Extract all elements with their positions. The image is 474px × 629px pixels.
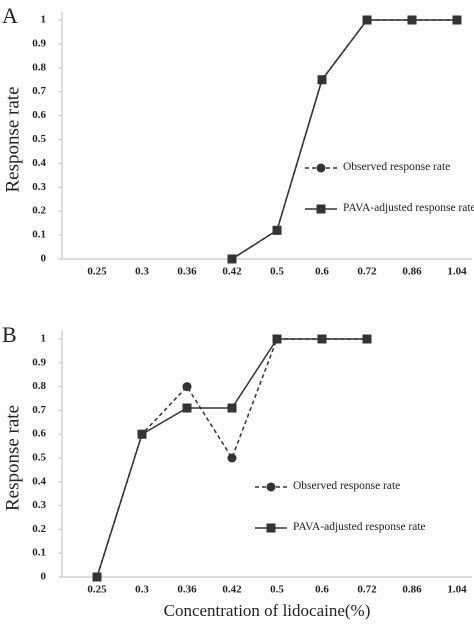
y-tick-label: 0.8 xyxy=(32,380,46,392)
y-tick-label: 0.1 xyxy=(32,229,46,241)
point xyxy=(227,403,237,413)
y-axis-label: Response rate xyxy=(2,86,23,192)
legend-marker xyxy=(316,204,326,214)
point xyxy=(452,15,462,25)
x-tick-label: 0.3 xyxy=(135,266,149,278)
point xyxy=(272,225,282,235)
x-tick-label: 0.6 xyxy=(315,584,329,596)
x-tick-label: 0.36 xyxy=(177,584,197,596)
x-tick-label: 0.6 xyxy=(315,266,329,278)
y-tick-label: 0.9 xyxy=(32,356,46,368)
line xyxy=(231,19,457,260)
x-tick-label: 0.5 xyxy=(270,584,284,596)
point xyxy=(92,572,102,582)
y-tick-label: 0.7 xyxy=(32,404,46,416)
y-tick-label: 0 xyxy=(41,571,47,583)
x-tick-label: 0.25 xyxy=(87,266,107,278)
line xyxy=(231,19,457,260)
y-tick-label: 0.4 xyxy=(32,475,46,487)
panel-label: B xyxy=(2,322,17,347)
legend-label: Observed response rate xyxy=(293,480,401,492)
y-axis-label: Response rate xyxy=(2,405,23,511)
legend-label: PAVA-adjusted response rate xyxy=(343,202,474,214)
legend-marker xyxy=(266,482,276,492)
point xyxy=(362,15,372,25)
legend-marker xyxy=(316,163,326,173)
point xyxy=(182,382,192,392)
point xyxy=(137,429,147,439)
y-tick-label: 0.6 xyxy=(32,109,46,121)
y-tick-label: 0.5 xyxy=(32,452,46,464)
point xyxy=(182,403,192,413)
y-tick-label: 0.3 xyxy=(32,181,46,193)
x-tick-label: 0.3 xyxy=(135,584,149,596)
y-tick-label: 1 xyxy=(41,14,47,26)
x-tick-label: 0.42 xyxy=(222,584,242,596)
x-tick-label: 0.72 xyxy=(357,584,377,596)
x-tick-label: 0.72 xyxy=(357,266,377,278)
legend-label: Observed response rate xyxy=(343,161,451,173)
y-tick-label: 0.2 xyxy=(32,523,46,535)
x-tick-label: 0.5 xyxy=(270,266,284,278)
y-tick-label: 0.5 xyxy=(32,133,46,145)
x-tick-label: 1.04 xyxy=(447,584,467,596)
legend-marker xyxy=(266,523,276,533)
x-axis-label: Concentration of lidocaine(%) xyxy=(164,601,371,620)
x-tick-label: 0.36 xyxy=(177,266,197,278)
x-tick-label: 0.86 xyxy=(402,584,422,596)
y-tick-label: 1 xyxy=(41,333,47,345)
y-tick-label: 0.2 xyxy=(32,205,46,217)
y-tick-label: 0.8 xyxy=(32,61,46,73)
y-tick-label: 0.6 xyxy=(32,428,46,440)
point xyxy=(317,75,327,85)
point xyxy=(317,334,327,344)
y-tick-label: 0.3 xyxy=(32,499,46,511)
x-tick-label: 1.04 xyxy=(447,266,467,278)
x-tick-label: 0.25 xyxy=(87,584,107,596)
point xyxy=(227,453,237,463)
panel-label: A xyxy=(2,3,18,28)
y-tick-label: 0 xyxy=(41,253,47,265)
y-tick-label: 0.4 xyxy=(32,157,46,169)
point xyxy=(362,334,372,344)
x-tick-label: 0.86 xyxy=(402,266,422,278)
point xyxy=(227,254,237,264)
y-tick-label: 0.9 xyxy=(32,37,46,49)
x-tick-label: 0.42 xyxy=(222,266,242,278)
y-tick-label: 0.1 xyxy=(32,547,46,559)
point xyxy=(407,15,417,25)
point xyxy=(272,334,282,344)
legend-label: PAVA-adjusted response rate xyxy=(293,521,426,533)
y-tick-label: 0.7 xyxy=(32,85,46,97)
